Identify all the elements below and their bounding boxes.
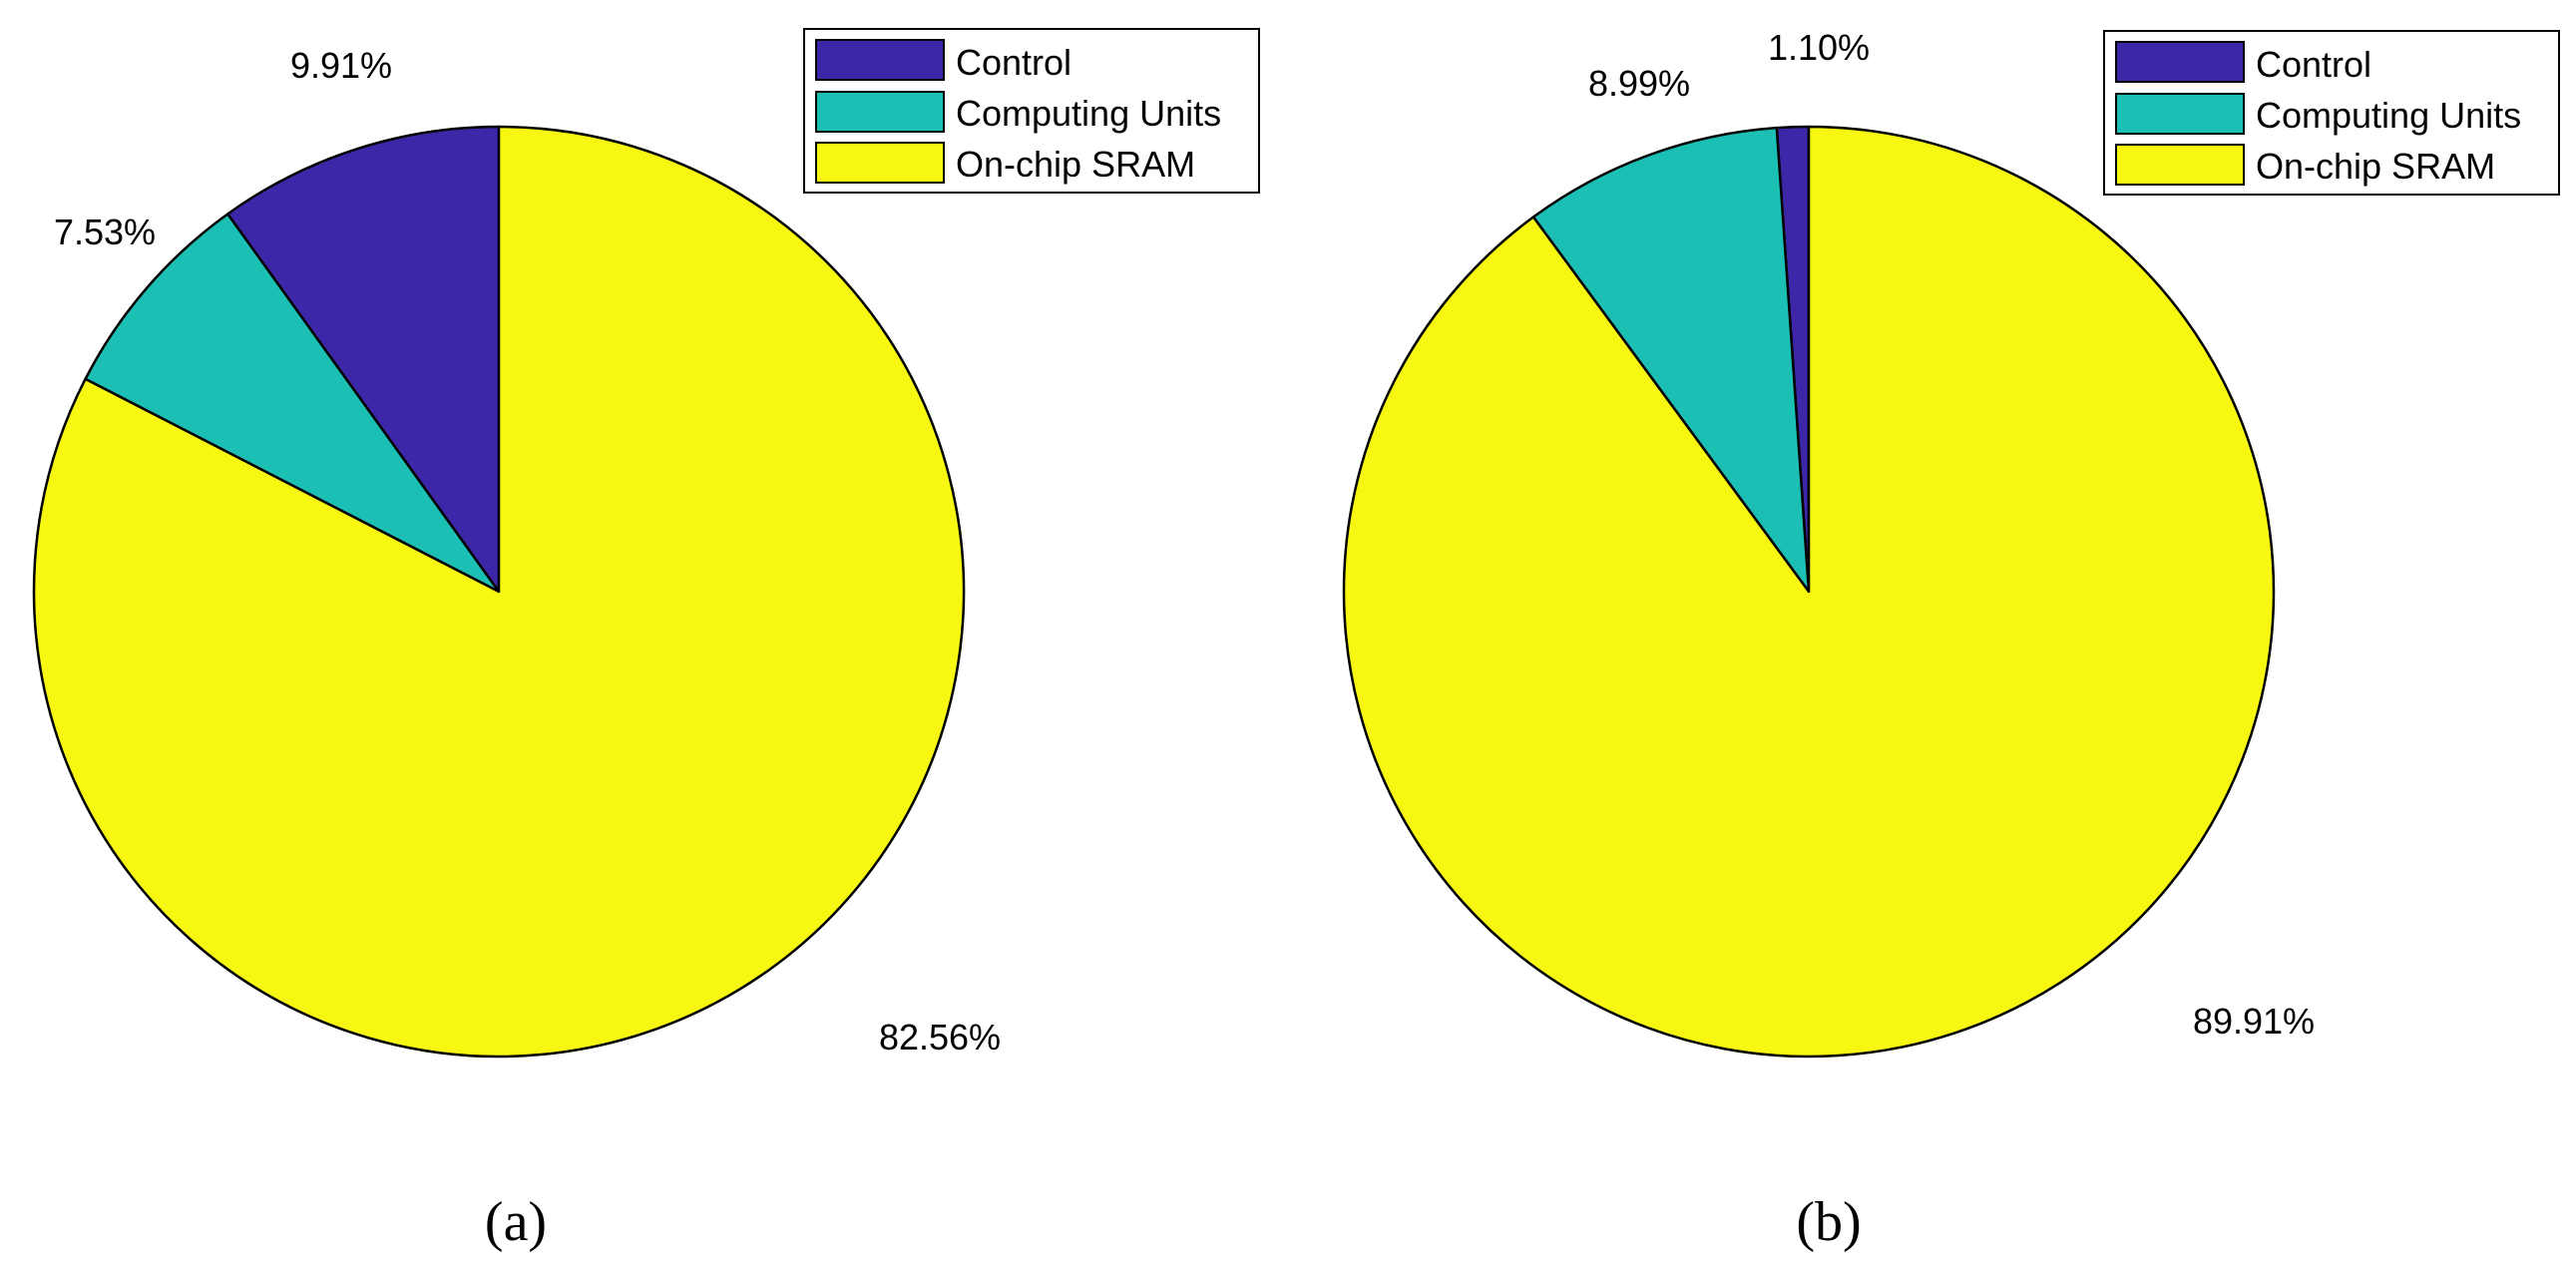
slice-label-on-chip-sram-a: 82.56% xyxy=(879,1017,1001,1058)
legend-entry-computing-units-b: Computing Units xyxy=(2115,93,2521,136)
slice-label-computing-units-a: 7.53% xyxy=(54,212,156,252)
legend-entry-control-a: Control xyxy=(815,39,1072,83)
slice-label-control-b: 1.10% xyxy=(1768,27,1870,68)
legend-a: Control Computing Units On-chip SRAM xyxy=(803,28,1260,194)
legend-swatch-control-a xyxy=(815,39,945,81)
legend-swatch-computing-units-a xyxy=(815,91,945,133)
pie-chart-a: 9.91% 7.53% 82.56% Control Computing Uni… xyxy=(32,28,1260,1253)
slice-label-computing-units-b: 8.99% xyxy=(1588,63,1690,104)
legend-b: Control Computing Units On-chip SRAM xyxy=(2103,30,2560,196)
legend-label-on-chip-sram-a: On-chip SRAM xyxy=(956,144,1195,185)
legend-label-control-a: Control xyxy=(956,42,1072,83)
legend-swatch-computing-units-b xyxy=(2115,93,2245,135)
caption-b: (b) xyxy=(1796,1191,1861,1253)
pie-slices-b xyxy=(1342,125,2276,1059)
legend-label-on-chip-sram-b: On-chip SRAM xyxy=(2256,146,2495,187)
slice-label-control-a: 9.91% xyxy=(290,45,392,86)
pie-chart-b: 1.10% 8.99% 89.91% Control Computing Uni… xyxy=(1342,27,2560,1253)
pie-slice-computing-units-a xyxy=(84,212,501,594)
legend-swatch-on-chip-sram-a xyxy=(815,142,945,184)
legend-entry-computing-units-a: Computing Units xyxy=(815,91,1221,134)
pie-slice-control-a xyxy=(225,125,501,594)
pie-slices-a xyxy=(32,125,966,1059)
pie-slice-computing-units-b xyxy=(1531,126,1811,594)
pie-slice-on-chip-sram-a xyxy=(32,125,966,1059)
caption-a: (a) xyxy=(485,1191,547,1253)
legend-entry-control-b: Control xyxy=(2115,41,2371,85)
legend-entry-on-chip-sram-a: On-chip SRAM xyxy=(815,142,1195,185)
legend-swatch-control-b xyxy=(2115,41,2245,83)
legend-label-computing-units-a: Computing Units xyxy=(956,93,1221,134)
legend-label-control-b: Control xyxy=(2256,44,2371,85)
legend-label-computing-units-b: Computing Units xyxy=(2256,95,2521,136)
legend-entry-on-chip-sram-b: On-chip SRAM xyxy=(2115,144,2495,187)
pie-slice-on-chip-sram-b xyxy=(1342,125,2276,1059)
legend-swatch-on-chip-sram-b xyxy=(2115,144,2245,186)
slice-label-on-chip-sram-b: 89.91% xyxy=(2193,1001,2315,1042)
